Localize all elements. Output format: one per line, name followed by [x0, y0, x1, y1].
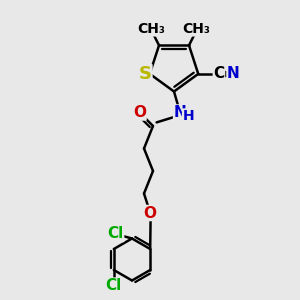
Text: S: S: [139, 65, 152, 83]
Text: N: N: [174, 105, 186, 120]
Text: CH₃: CH₃: [183, 22, 210, 36]
Text: C: C: [213, 66, 224, 81]
Text: O: O: [143, 206, 157, 220]
Text: N: N: [227, 66, 240, 81]
Text: CH₃: CH₃: [138, 22, 165, 36]
Text: Cl: Cl: [107, 226, 124, 242]
Text: H: H: [183, 109, 194, 123]
Text: O: O: [133, 105, 146, 120]
Text: Cl: Cl: [106, 278, 122, 293]
